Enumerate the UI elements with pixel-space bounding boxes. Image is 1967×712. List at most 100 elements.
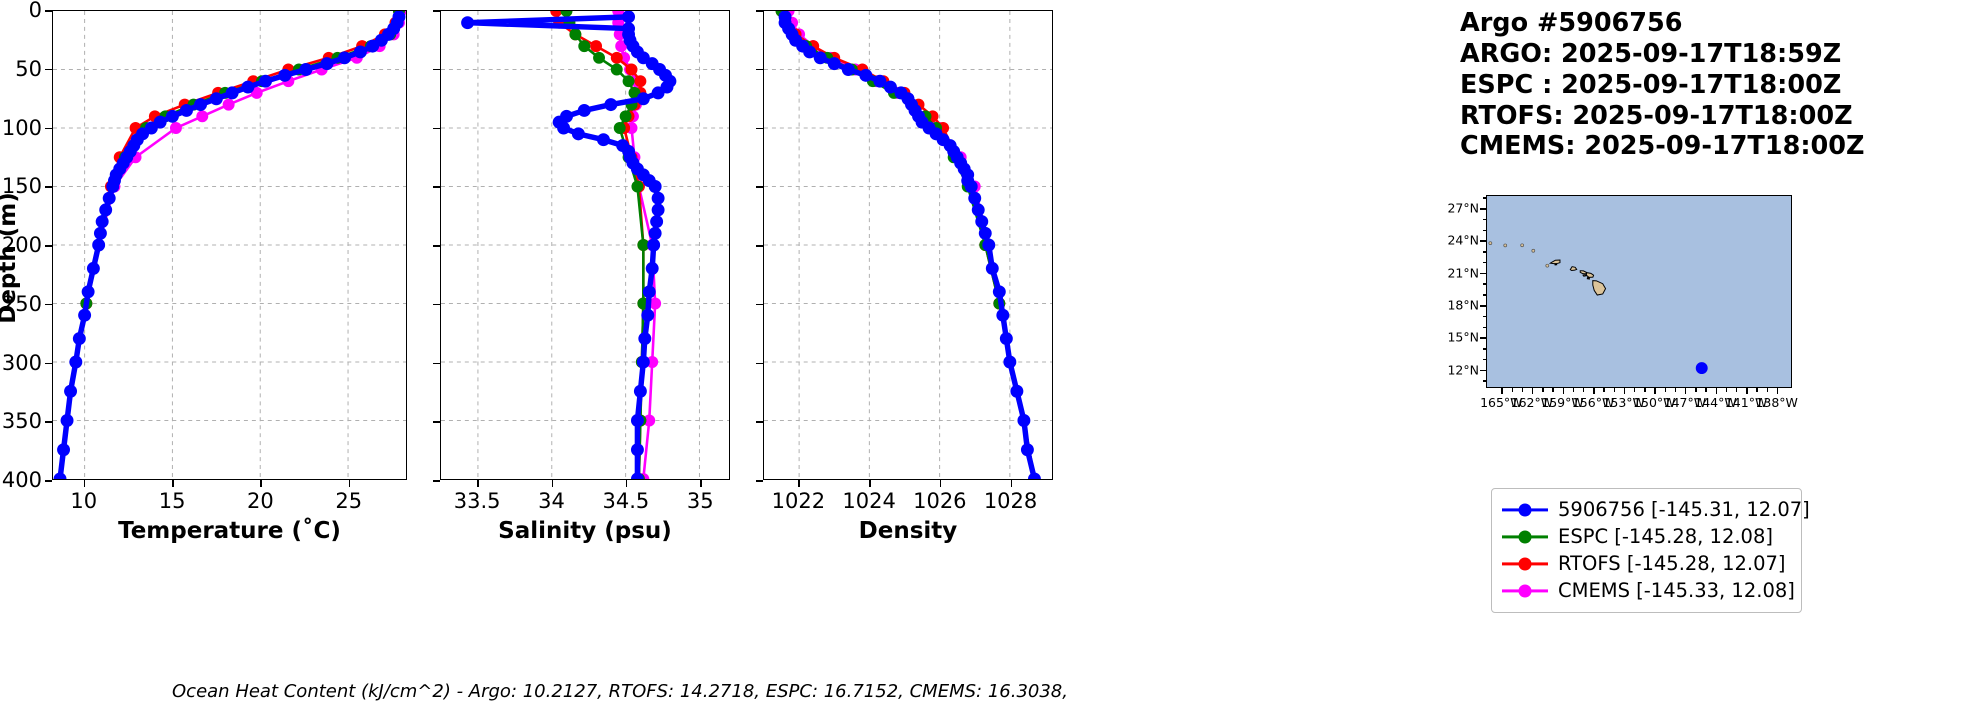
y-tick-label: 350 <box>1 409 42 434</box>
y-tickmark <box>45 421 52 423</box>
y-tickmark <box>45 127 52 130</box>
map-y-minor-tickmark <box>1482 315 1486 318</box>
float-id-line: Argo #5906756 <box>1460 8 1683 38</box>
map-x-tick-label: 153°W <box>1602 395 1645 410</box>
x-tickmark <box>172 480 174 487</box>
x-tick-label: 1028 <box>983 489 1038 513</box>
legend-marker-icon <box>1518 503 1532 516</box>
argo-timestamp-line: ARGO: 2025-09-17T18:59Z <box>1460 38 1842 69</box>
location-map-panel: 165°W 162°W 159°W 156°W 153°W 150°W 147°W 144°W… <box>1447 195 1798 410</box>
map-x-tick-label: 150°W <box>1633 395 1676 410</box>
y-tickmark <box>433 68 440 71</box>
map-y-minor-tickmark <box>1482 218 1486 221</box>
salinity-axis-title: Salinity (psu) <box>498 518 672 544</box>
temperature-plot-area <box>52 10 407 480</box>
y-tickmark <box>756 362 763 365</box>
espc-timestamp-line: ESPC : 2025-09-17T18:00Z <box>1460 69 1842 100</box>
map-y-tickmark <box>1480 207 1486 210</box>
density-axis-title: Density <box>858 518 958 544</box>
x-tick-label: 34.5 <box>602 489 650 513</box>
float-info-block: Argo #5906756 ARGO: 2025-09-17T18:59Z ES… <box>1460 8 1865 162</box>
x-tick-label: 25 <box>335 489 363 513</box>
map-x-minor-tickmark <box>1542 388 1544 392</box>
y-tick-label: 150 <box>1 174 42 199</box>
map-y-minor-tickmark <box>1482 197 1486 199</box>
legend-item-espc[interactable]: ESPC [-145.28, 12.08] <box>1502 523 1791 550</box>
x-tick-label: 15 <box>158 489 186 513</box>
map-x-minor-tickmark <box>1511 388 1514 392</box>
density-panel: 1022 1024 1026 1028 Density <box>756 10 1053 544</box>
y-tick-label: 200 <box>1 233 42 257</box>
x-tickmark <box>869 480 871 487</box>
y-tick-label: 400 <box>1 468 42 492</box>
temperature-plot-svg <box>53 11 406 479</box>
x-tick-label: 10 <box>70 489 98 513</box>
x-tickmark <box>939 480 942 487</box>
map-x-tickmark <box>1623 388 1626 394</box>
map-x-minor-tickmark <box>1725 388 1728 392</box>
map-x-tick-label: 165°W <box>1480 395 1523 410</box>
map-x-minor-tickmark <box>1695 388 1697 392</box>
depth-axis-title: Depth (m) <box>0 192 21 324</box>
x-tickmark <box>477 480 479 487</box>
map-x-minor-tickmark <box>1552 388 1554 392</box>
map-y-minor-tickmark <box>1482 326 1486 329</box>
legend-item-cmems[interactable]: CMEMS [-145.33, 12.08] <box>1502 577 1795 604</box>
map-y-tick-label: 24°N <box>1447 232 1479 248</box>
legend-marker-icon <box>1518 584 1532 597</box>
legend-label: CMEMS [-145.33, 12.08] <box>1558 579 1795 602</box>
map-y-minor-tickmark <box>1482 380 1486 383</box>
x-tickmark <box>551 480 554 487</box>
x-tick-label: 34 <box>538 489 565 513</box>
cmems-timestamp-line: CMEMS: 2025-09-17T18:00Z <box>1460 131 1865 162</box>
map-x-tickmark <box>1715 388 1718 394</box>
map-y-tickmark <box>1480 240 1486 242</box>
map-x-minor-tickmark <box>1766 388 1769 392</box>
map-y-minor-tickmark <box>1482 251 1486 253</box>
map-x-tickmark <box>1746 388 1748 394</box>
map-x-tick-label: 138°W <box>1755 395 1798 410</box>
legend-item-argo[interactable]: 5906756 [-145.31, 12.07] <box>1502 496 1810 523</box>
map-y-tickmark <box>1480 304 1486 307</box>
y-tickmark <box>756 68 763 71</box>
map-y-tick-label: 18°N <box>1447 297 1479 313</box>
map-x-minor-tickmark <box>1756 388 1758 392</box>
map-x-minor-tickmark <box>1735 388 1738 392</box>
map-x-tick-label: 147°W <box>1663 395 1707 410</box>
x-tick-label: 1022 <box>771 489 826 513</box>
x-tick-label: 1024 <box>842 489 896 513</box>
map-x-minor-tickmark <box>1664 388 1667 392</box>
map-x-minor-tickmark <box>1521 388 1524 392</box>
map-y-minor-tickmark <box>1482 229 1486 232</box>
temperature-axis-title: Temperature (˚C) <box>118 518 341 544</box>
map-x-minor-tickmark <box>1572 388 1575 392</box>
map-x-tick-label: 144°W <box>1694 395 1737 410</box>
map-x-tick-label: 156°W <box>1571 395 1615 410</box>
x-tickmark <box>348 480 351 487</box>
y-tickmark <box>45 362 52 365</box>
legend-swatch-argo <box>1502 503 1548 517</box>
map-x-tick-label: 159°W <box>1541 395 1584 410</box>
map-x-tickmark <box>1684 388 1687 394</box>
legend-marker-icon <box>1518 557 1532 570</box>
y-tickmark <box>45 68 52 71</box>
y-tickmark <box>756 127 763 130</box>
map-y-tickmark <box>1480 272 1486 275</box>
y-tickmark <box>756 186 763 188</box>
map-x-minor-tickmark <box>1633 388 1636 392</box>
y-tickmark <box>45 303 52 306</box>
map-y-tickmark <box>1480 337 1486 339</box>
x-tick-label: 33.5 <box>453 489 501 513</box>
legend-label: 5906756 [-145.31, 12.07] <box>1558 498 1810 521</box>
y-tickmark <box>433 480 440 482</box>
x-tick-label: 20 <box>247 489 274 513</box>
map-x-tickmark <box>1654 388 1656 394</box>
y-tickmark <box>433 245 440 247</box>
legend-item-rtofs[interactable]: RTOFS [-145.28, 12.07] <box>1502 550 1791 577</box>
map-x-minor-tickmark <box>1705 388 1707 392</box>
temperature-panel: 10 15 20 25 0 50 100 150 200 250 300 350 400 Tempera… <box>2 0 407 544</box>
map-x-tickmark <box>1776 388 1779 394</box>
legend-label: RTOFS [-145.28, 12.07] <box>1558 552 1786 575</box>
y-tickmark <box>45 480 52 482</box>
salinity-plot-area <box>440 10 730 480</box>
